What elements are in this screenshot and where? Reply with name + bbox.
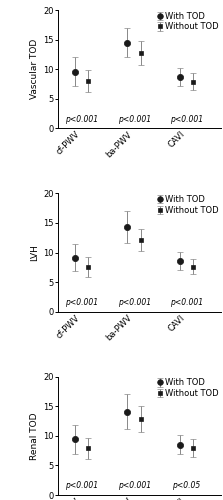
Y-axis label: Vascular TOD: Vascular TOD xyxy=(30,39,39,100)
Text: p<0.05: p<0.05 xyxy=(173,482,201,490)
Text: p<0.001: p<0.001 xyxy=(65,482,98,490)
Text: p<0.001: p<0.001 xyxy=(65,114,98,124)
Legend: With TOD, Without TOD: With TOD, Without TOD xyxy=(155,378,220,399)
Text: p<0.001: p<0.001 xyxy=(65,298,98,307)
Y-axis label: Renal TOD: Renal TOD xyxy=(30,412,39,460)
Legend: With TOD, Without TOD: With TOD, Without TOD xyxy=(155,194,220,216)
Text: p<0.001: p<0.001 xyxy=(170,114,203,124)
Text: p<0.001: p<0.001 xyxy=(118,482,151,490)
Text: p<0.001: p<0.001 xyxy=(118,114,151,124)
Y-axis label: LVH: LVH xyxy=(30,244,39,261)
Text: p<0.001: p<0.001 xyxy=(170,298,203,307)
Legend: With TOD, Without TOD: With TOD, Without TOD xyxy=(155,11,220,32)
Text: p<0.001: p<0.001 xyxy=(118,298,151,307)
